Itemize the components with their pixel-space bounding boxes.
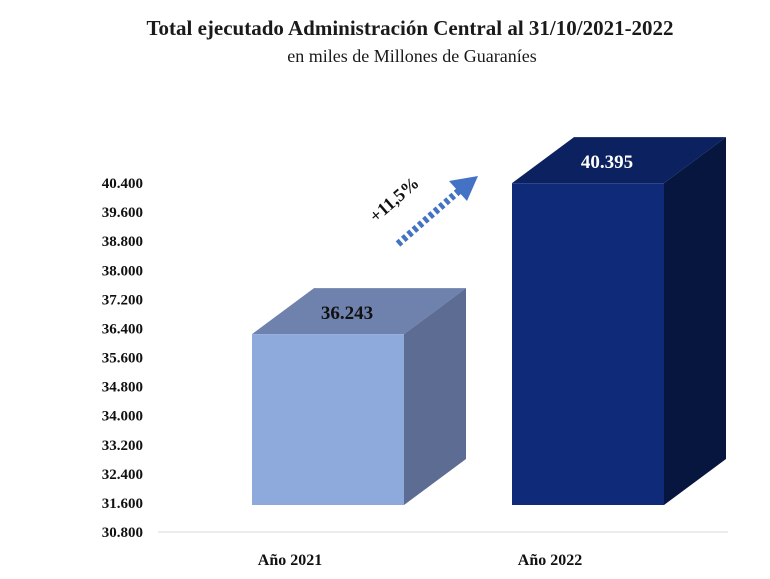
- y-tick-label: 40.400: [102, 176, 143, 192]
- y-axis-ticks: 30.800 31.600 32.400 33.200 34.000 34.800 35.6…: [102, 176, 143, 541]
- y-tick-label: 38.800: [102, 234, 143, 250]
- bars: 36.243 40.395: [252, 137, 726, 506]
- growth-annotation: +11,5%: [365, 173, 422, 227]
- x-axis-categories: Año 2021 Año 2022: [258, 552, 582, 569]
- x-category-label: Año 2022: [518, 552, 582, 569]
- x-category-label: Año 2021: [258, 552, 322, 569]
- chart-title: Total ejecutado Administración Central a…: [146, 16, 673, 40]
- bar: [252, 334, 404, 505]
- data-label: 40.395: [581, 152, 633, 173]
- y-tick-label: 30.800: [102, 525, 143, 541]
- y-tick-label: 32.400: [102, 467, 143, 483]
- y-tick-label: 35.600: [102, 351, 143, 367]
- data-label: 36.243: [321, 303, 373, 324]
- y-tick-label: 37.200: [102, 292, 143, 308]
- y-tick-label: 34.800: [102, 380, 143, 396]
- growth-arrow-head: [449, 176, 478, 201]
- bar-top: [252, 288, 466, 335]
- y-tick-label: 31.600: [102, 496, 143, 512]
- y-tick-label: 33.200: [102, 438, 143, 454]
- y-tick-label: 36.400: [102, 321, 143, 337]
- y-tick-label: 39.600: [102, 205, 143, 221]
- growth-arrow: [395, 176, 478, 247]
- bar-top: [512, 137, 726, 184]
- chart-subtitle: en miles de Millones de Guaraníes: [287, 46, 536, 66]
- y-tick-label: 38.000: [102, 263, 143, 279]
- y-tick-label: 34.000: [102, 409, 143, 425]
- bar: [512, 183, 664, 506]
- bar-side: [404, 288, 466, 505]
- bar-side: [664, 137, 726, 506]
